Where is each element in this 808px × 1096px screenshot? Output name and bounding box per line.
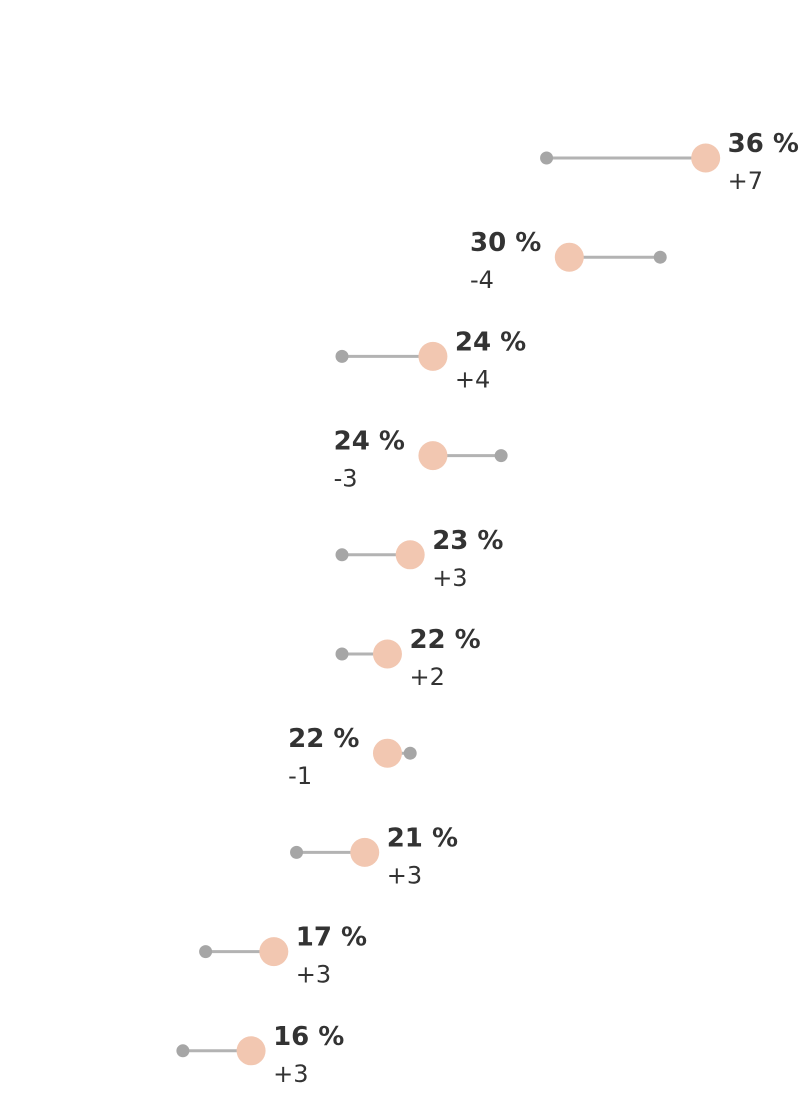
current-value-point: [259, 937, 289, 967]
current-value-point: [236, 1036, 266, 1066]
previous-value-point: [653, 250, 667, 264]
previous-value-point: [290, 845, 304, 859]
current-value-point: [350, 837, 380, 867]
previous-value-point: [199, 945, 213, 959]
change-label: +2: [409, 663, 444, 691]
dumbbell-row: 36 % +7: [540, 129, 799, 195]
dumbbell-row: 17 % +3: [199, 923, 367, 989]
current-value-point: [418, 341, 448, 371]
current-value-point: [554, 242, 584, 272]
change-label: -4: [470, 266, 494, 294]
change-label: -1: [288, 762, 312, 790]
current-value-point: [395, 540, 425, 570]
value-label: 22 %: [409, 625, 480, 655]
previous-value-point: [494, 449, 508, 463]
dumbbell-row: 22 % +2: [335, 625, 481, 691]
value-label: 21 %: [387, 823, 458, 853]
dumbbell-row: 23 % +3: [335, 526, 503, 592]
change-label: +3: [273, 1060, 308, 1088]
current-value-point: [691, 143, 721, 173]
value-label: 24 %: [334, 427, 405, 457]
dumbbell-row: 21 % +3: [290, 823, 458, 889]
value-label: 17 %: [296, 923, 367, 953]
previous-value-point: [403, 746, 417, 760]
change-label: +4: [455, 365, 490, 393]
change-label: +7: [728, 167, 763, 195]
current-value-point: [418, 441, 448, 471]
previous-value-point: [335, 647, 349, 661]
value-label: 16 %: [273, 1022, 344, 1052]
dumbbell-row: 22 % -1: [288, 724, 417, 790]
value-label: 22 %: [288, 724, 359, 754]
previous-value-point: [540, 151, 554, 165]
previous-value-point: [335, 349, 349, 363]
previous-value-point: [176, 1044, 190, 1058]
value-label: 36 %: [728, 129, 799, 159]
dumbbell-row: 24 % -3: [334, 427, 508, 493]
value-label: 30 %: [470, 228, 541, 258]
current-value-point: [372, 639, 402, 669]
change-label: +3: [296, 961, 331, 989]
dumbbell-row: 16 % +3: [176, 1022, 344, 1088]
previous-value-point: [335, 548, 349, 562]
dumbbell-row: 30 % -4: [470, 228, 667, 294]
change-label: +3: [432, 564, 467, 592]
value-label: 24 %: [455, 327, 526, 357]
change-label: -3: [334, 465, 358, 493]
dumbbell-row: 24 % +4: [335, 327, 526, 393]
value-label: 23 %: [432, 526, 503, 556]
current-value-point: [372, 738, 402, 768]
change-label: +3: [387, 861, 422, 889]
